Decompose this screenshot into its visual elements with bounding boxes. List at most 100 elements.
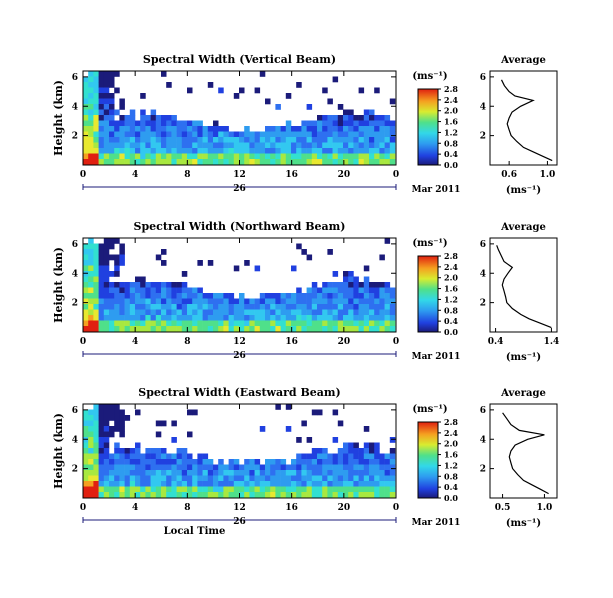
heatmap-cell: [285, 142, 292, 149]
heatmap-cell: [213, 304, 219, 310]
heatmap-cell: [275, 137, 281, 143]
heatmap-cell: [119, 104, 125, 110]
heatmap-cell: [218, 315, 224, 321]
heatmap-cell: [88, 453, 94, 460]
heatmap-cell: [83, 420, 89, 427]
heatmap-cell: [327, 98, 333, 105]
heatmap-cell: [265, 309, 271, 316]
heatmap-cell: [93, 120, 99, 127]
heatmap-cell: [363, 464, 370, 471]
heatmap-cell: [363, 282, 370, 288]
heatmap-cell: [93, 115, 99, 121]
heatmap-cell: [166, 492, 172, 498]
heatmap-cell: [114, 293, 120, 299]
heatmap-cell: [88, 142, 94, 149]
heatmap-cell: [192, 131, 198, 138]
heatmap-cell: [150, 481, 157, 487]
heatmap-cell: [88, 71, 94, 77]
heatmap-cell: [244, 260, 250, 266]
heatmap-cell: [348, 320, 354, 327]
heatmap-cell: [265, 481, 271, 487]
heatmap-cell: [192, 475, 198, 482]
heatmap-cell: [83, 260, 89, 266]
heatmap-cell: [187, 475, 193, 482]
heatmap-cell: [296, 137, 302, 143]
heatmap-cell: [358, 148, 365, 154]
heatmap-cell: [285, 315, 292, 321]
heatmap-cell: [88, 243, 94, 250]
heatmap-cell: [150, 159, 157, 165]
heatmap-cell: [93, 271, 99, 277]
heatmap-cell: [197, 459, 203, 465]
heatmap-cell: [384, 486, 391, 493]
x-tick-label: 0: [80, 337, 86, 347]
heatmap-cell: [389, 453, 396, 460]
heatmap-cell: [327, 459, 333, 465]
heatmap-cell: [83, 76, 89, 83]
heatmap-cell: [119, 309, 125, 316]
heatmap-cell: [301, 481, 307, 487]
heatmap-cell: [145, 320, 151, 327]
heatmap-cell: [343, 464, 349, 471]
heatmap-cell: [291, 265, 297, 272]
heatmap-cell: [176, 448, 183, 454]
heatmap-cell: [93, 315, 99, 321]
heatmap-cell: [275, 481, 281, 487]
heatmap-cell: [119, 282, 125, 288]
heatmap-cell: [389, 148, 396, 154]
heatmap-cell: [223, 159, 229, 165]
average-x-label: (ms⁻¹): [506, 185, 541, 196]
heatmap-cell: [109, 71, 115, 77]
heatmap-cell: [129, 148, 136, 154]
heatmap-cell: [109, 486, 115, 493]
heatmap-cell: [374, 115, 380, 121]
heatmap-cell: [337, 120, 344, 127]
y-axis-label: Height (km): [52, 80, 65, 156]
colorbar-tick-label: 0.0: [444, 493, 458, 503]
heatmap-cell: [285, 293, 292, 299]
heatmap-cell: [140, 115, 146, 121]
heatmap-cell: [103, 315, 110, 321]
heatmap-cell: [265, 159, 271, 165]
average-x-tick-label: 0.5: [495, 503, 511, 513]
heatmap-cell: [135, 459, 141, 465]
heatmap-cell: [311, 293, 318, 299]
heatmap-cell: [327, 148, 333, 154]
heatmap-cell: [119, 304, 125, 310]
heatmap-cell: [171, 293, 177, 299]
heatmap-cell: [332, 142, 339, 149]
heatmap-cell: [384, 315, 391, 321]
heatmap-cell: [337, 481, 344, 487]
heatmap-cell: [135, 276, 141, 283]
heatmap-cell: [343, 492, 349, 498]
heatmap-cell: [317, 309, 323, 316]
heatmap-cell: [343, 304, 349, 310]
heatmap-cell: [103, 459, 110, 465]
heatmap-cell: [332, 298, 339, 305]
heatmap-cell: [353, 276, 359, 283]
heatmap-cell: [384, 326, 391, 332]
heatmap-cell: [161, 453, 167, 460]
heatmap-cell: [93, 126, 99, 132]
heatmap-cell: [161, 142, 167, 149]
heatmap-cell: [103, 470, 110, 476]
heatmap-cell: [275, 404, 281, 410]
heatmap-cell: [358, 470, 365, 476]
heatmap-cell: [83, 93, 89, 99]
y-tick-label: 6: [72, 406, 78, 416]
heatmap-cell: [176, 298, 183, 305]
colorbar-tick-label: 2.4: [444, 262, 458, 272]
heatmap-cell: [296, 298, 302, 305]
heatmap-cell: [337, 159, 344, 165]
heatmap-cell: [270, 475, 276, 482]
heatmap-cell: [343, 120, 349, 127]
heatmap-cell: [140, 126, 146, 132]
heatmap-cell: [228, 470, 235, 476]
heatmap-cell: [317, 137, 323, 143]
heatmap-cell: [129, 131, 136, 138]
heatmap-cell: [233, 298, 240, 305]
heatmap-cell: [93, 415, 99, 421]
heatmap-cell: [353, 298, 359, 305]
heatmap-cell: [155, 420, 162, 427]
heatmap-cell: [353, 304, 359, 310]
